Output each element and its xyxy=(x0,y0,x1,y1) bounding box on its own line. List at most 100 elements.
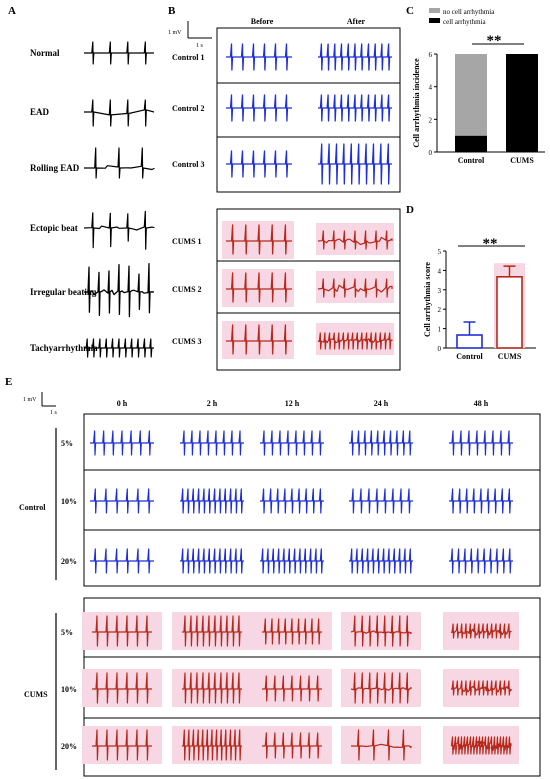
panel-e-control-trace xyxy=(90,430,154,456)
y-tick-label: 3 xyxy=(438,287,442,295)
y-tick-label: 4 xyxy=(429,84,433,92)
panel-b-after-trace xyxy=(318,43,392,71)
panel-a-trace xyxy=(84,147,155,179)
panel-e-letter: E xyxy=(5,376,12,388)
panel-b-scale-s: 1 s xyxy=(196,43,204,49)
panel-c-letter: C xyxy=(406,5,414,17)
x-tick-label: Control xyxy=(458,156,485,165)
panel-e-control-trace xyxy=(260,488,324,514)
x-tick-label: CUMS xyxy=(510,156,534,165)
panel-e-conc-label: 10% xyxy=(61,497,77,506)
significance-stars: ** xyxy=(487,33,502,49)
panel-e-control-trace xyxy=(449,488,513,514)
panel-b-control-frame xyxy=(216,27,401,193)
y-tick-label: 5 xyxy=(438,248,442,256)
panel-e-control-frame xyxy=(83,413,541,587)
panel-b-after-trace xyxy=(317,278,393,298)
panel-e-cums-trace xyxy=(450,736,512,755)
panel-b-before-trace xyxy=(226,272,292,303)
panel-e-scale-s: 1 s xyxy=(50,410,58,416)
bar xyxy=(456,334,483,349)
panel-b-control-label: Control 2 xyxy=(172,104,205,113)
trace-highlight xyxy=(82,726,162,764)
panel-b-before-trace xyxy=(226,324,292,355)
panel-e-cums-trace xyxy=(262,732,322,759)
panel-a-row-label: Rolling EAD xyxy=(30,163,80,173)
panel-e-control-trace xyxy=(449,548,513,574)
panel-a-letter: A xyxy=(8,5,16,17)
bar xyxy=(496,276,523,349)
panel-b-after-trace xyxy=(317,230,393,250)
panel-b-before-trace xyxy=(226,43,292,71)
panel-e-time-label: 0 h xyxy=(117,399,128,408)
panel-e-cums-trace xyxy=(262,618,322,645)
panel-e-time-label: 48 h xyxy=(474,399,489,408)
x-tick-label: Control xyxy=(456,352,483,361)
y-tick-label: 0 xyxy=(438,345,442,353)
panel-e-scale-bar xyxy=(41,392,56,407)
panel-b-col-after: After xyxy=(347,17,366,26)
panel-a-trace xyxy=(83,210,155,250)
y-axis-label: Cell arrhythmia score xyxy=(423,262,432,337)
panel-b-after-trace xyxy=(317,332,393,350)
panel-b-after-trace xyxy=(318,94,392,122)
x-tick-label: CUMS xyxy=(498,352,522,361)
panel-a-row-label: EAD xyxy=(30,107,50,117)
y-tick-label: 0 xyxy=(429,149,433,157)
panel-b-cums-label: CUMS 2 xyxy=(172,285,202,294)
panel-a-row-label: Tachyarrhythmia xyxy=(30,343,98,353)
legend-swatch-no-arrhythmia xyxy=(429,8,440,13)
panel-b-scale-mv: 1 mV xyxy=(168,30,182,36)
panel-a-trace xyxy=(84,99,155,127)
panel-b-control-label: Control 1 xyxy=(172,53,205,62)
panel-a-row-label: Ectopic beat xyxy=(30,223,78,233)
panel-a-trace xyxy=(84,338,154,358)
panel-e-control-trace xyxy=(90,548,154,574)
panel-b-letter: B xyxy=(168,5,176,17)
legend-label: cell arrhythmia xyxy=(443,18,486,26)
panel-e-cums-trace xyxy=(350,672,412,704)
panel-b-before-trace xyxy=(226,94,292,122)
panel-e-conc-label: 5% xyxy=(61,439,73,448)
trace-highlight xyxy=(82,669,162,707)
panel-b-cums-label: CUMS 1 xyxy=(172,237,202,246)
panel-e-cums-trace xyxy=(92,615,152,647)
panel-e-cums-trace xyxy=(182,672,242,704)
panel-e-control-trace xyxy=(180,430,244,456)
panel-e-cums-trace xyxy=(92,729,152,761)
panel-b-col-before: Before xyxy=(251,17,274,26)
panel-e-cums-trace xyxy=(450,680,512,696)
panel-b-before-trace xyxy=(226,150,292,178)
panel-e-cums-trace xyxy=(182,729,242,761)
panel-a-traces: Normal EAD Rolling EAD Ectopic beat Irregula… xyxy=(30,41,155,358)
panel-e-time-label: 24 h xyxy=(374,399,389,408)
panel-e-cums-trace xyxy=(350,729,412,761)
panel-b-control-label: Control 3 xyxy=(172,160,205,169)
trace-highlight xyxy=(341,669,421,707)
bar-cell-arrhythmia xyxy=(506,54,538,152)
panel-d-chart: ** 0 1 2 3 4 5 Cell arrhythmia score Control CUMS xyxy=(423,236,536,361)
panel-b-scale-bar xyxy=(187,21,212,39)
panel-e-control-trace xyxy=(449,430,513,456)
y-tick-label: 2 xyxy=(429,116,433,124)
y-tick-label: 4 xyxy=(438,267,442,275)
panel-b-cums-label: CUMS 3 xyxy=(172,337,202,346)
bar-no-arrhythmia xyxy=(455,54,487,136)
bar-cell-arrhythmia xyxy=(455,135,487,152)
trace-highlight xyxy=(82,612,162,650)
panel-e-control-trace xyxy=(180,548,244,574)
panel-b-traces: Control 1 Control 2 Control 3 CUMS 1 CUMS 2 C… xyxy=(172,27,401,371)
panel-e-cums-trace xyxy=(450,623,512,639)
panel-e-control-trace xyxy=(349,548,413,574)
panel-b-before-trace xyxy=(226,224,292,255)
panel-e-cums-trace xyxy=(262,675,322,702)
panel-e-conc-label: 5% xyxy=(61,628,73,637)
panel-e-control-trace xyxy=(260,548,324,574)
panel-e-scale-mv: 1 mV xyxy=(23,397,37,403)
panel-d-letter: D xyxy=(406,204,414,216)
y-tick-label: 2 xyxy=(438,306,442,314)
panel-e-conc-label: 20% xyxy=(61,742,77,751)
y-axis-label: Cell arrhythmia incidence xyxy=(412,58,421,148)
